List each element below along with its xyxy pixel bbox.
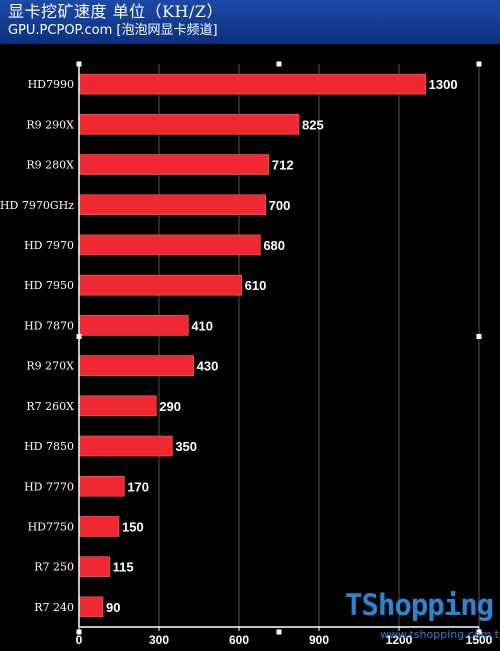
- selection-handle[interactable]: [76, 334, 82, 339]
- category-label: R9 270X: [26, 360, 74, 373]
- bar: [78, 274, 242, 296]
- category-label: HD 7850: [24, 440, 74, 453]
- chart-header: 显卡挖矿速度 单位（KH/Z） GPU.PCPOP.com [泡泡网显卡频道]: [0, 0, 500, 44]
- bar: [78, 315, 189, 336]
- value-label: 90: [106, 600, 120, 615]
- bar: [78, 596, 104, 618]
- watermark-brand: TShopping: [345, 588, 494, 622]
- bar: [78, 194, 266, 216]
- value-label: 430: [197, 359, 219, 374]
- value-label: 150: [122, 519, 144, 534]
- x-tick-label: 900: [309, 633, 329, 647]
- value-label: 290: [159, 399, 181, 414]
- x-tick-label: 300: [149, 633, 169, 647]
- value-label: 712: [272, 158, 294, 173]
- selection-handle[interactable]: [476, 334, 482, 339]
- bar: [78, 475, 125, 497]
- value-label: 680: [263, 238, 285, 253]
- value-label: 825: [302, 117, 324, 132]
- bar: [78, 355, 194, 376]
- selection-handle[interactable]: [276, 61, 282, 67]
- category-label: HD 7770: [24, 480, 74, 493]
- chart-source: GPU.PCPOP.com [泡泡网显卡频道]: [8, 23, 218, 38]
- category-label: R7 250: [34, 561, 74, 574]
- category-label: HD7750: [28, 520, 74, 533]
- x-tick-label: 1500: [466, 633, 493, 647]
- category-label: HD7990: [28, 78, 74, 91]
- bar: [78, 395, 157, 417]
- category-label: HD 7870: [24, 319, 74, 332]
- category-label: R9 290X: [26, 118, 74, 131]
- bar: [78, 114, 300, 135]
- x-tick-label: 0: [76, 633, 83, 647]
- value-label: 700: [269, 198, 291, 213]
- selection-handle[interactable]: [476, 629, 482, 635]
- selection-handle[interactable]: [476, 61, 482, 67]
- bar: [78, 234, 261, 256]
- bar: [78, 73, 426, 95]
- chart-title: 显卡挖矿速度 单位（KH/Z）: [8, 2, 224, 21]
- x-tick-label: 1200: [386, 633, 413, 647]
- value-label: 350: [175, 439, 197, 454]
- x-tick-label: 600: [229, 633, 249, 647]
- bar: [78, 154, 270, 175]
- category-label: R9 280X: [26, 159, 74, 172]
- selection-handle[interactable]: [276, 629, 282, 635]
- bar: [78, 556, 110, 577]
- value-label: 115: [113, 560, 134, 575]
- value-label: 1300: [429, 77, 458, 92]
- selection-handle[interactable]: [76, 61, 82, 67]
- category-label: HD 7970GHz: [0, 199, 74, 212]
- value-label: 170: [127, 479, 149, 494]
- bar: [78, 435, 173, 457]
- category-label: R7 240: [34, 601, 74, 614]
- category-label: HD 7950: [24, 279, 74, 292]
- watermark-url: www.tshopping.com.tw: [380, 628, 500, 641]
- category-label: HD 7970: [24, 239, 74, 252]
- value-label: 610: [245, 278, 267, 293]
- value-label: 410: [191, 318, 213, 333]
- bar: [78, 516, 120, 537]
- category-label: R7 260X: [26, 400, 74, 413]
- selection-handle[interactable]: [76, 629, 82, 635]
